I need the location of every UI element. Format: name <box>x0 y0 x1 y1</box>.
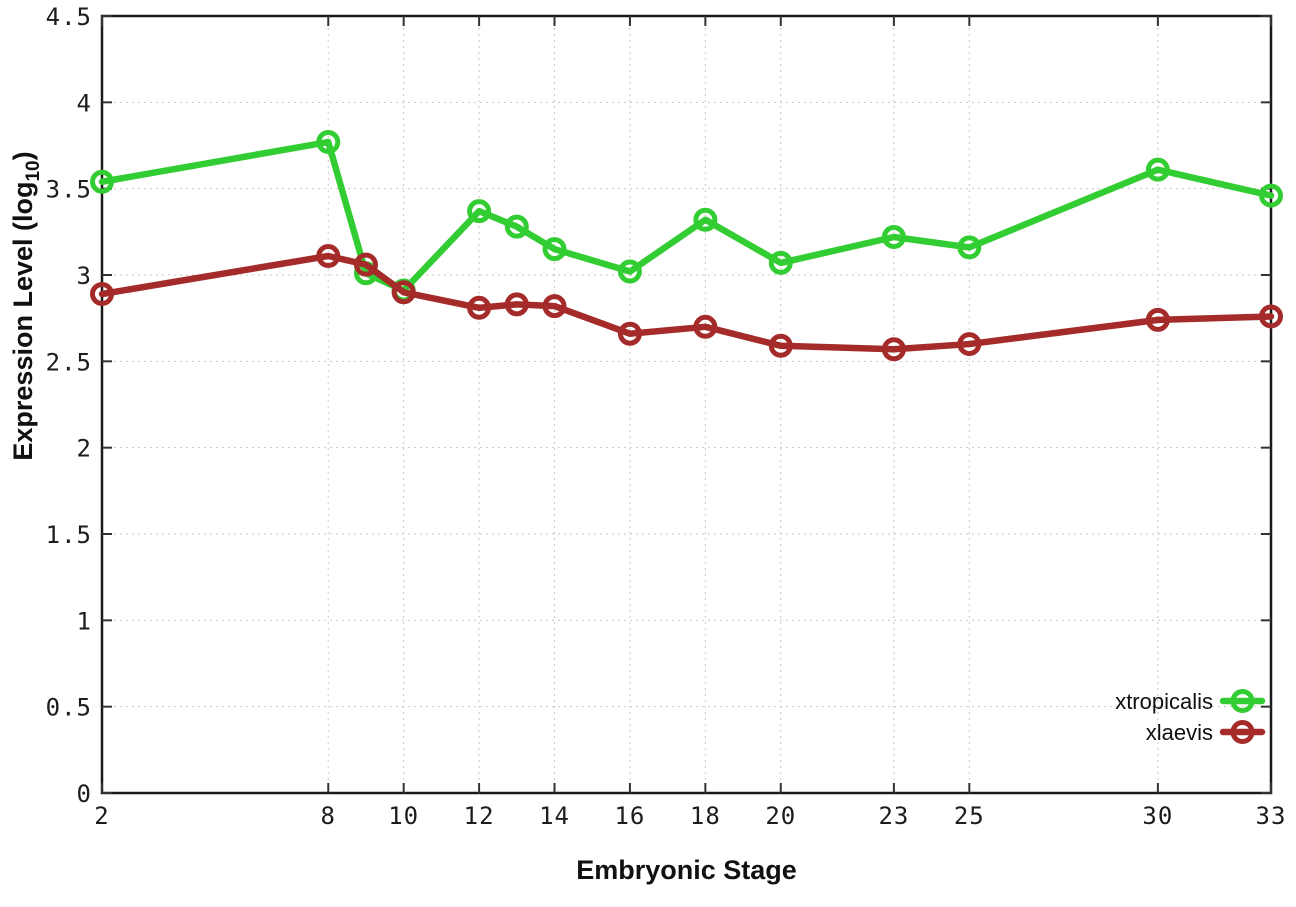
x-tick-label: 8 <box>321 802 336 830</box>
data-point-xlaevis <box>693 314 718 339</box>
data-point-xlaevis <box>617 321 642 346</box>
data-point-xtropicalis <box>881 225 906 250</box>
data-point-xtropicalis <box>1145 157 1170 182</box>
tick-marks <box>101 15 1272 794</box>
data-point-xtropicalis <box>693 207 718 232</box>
x-tick-label: 23 <box>878 802 909 830</box>
legend-entry-xtropicalis: xtropicalis <box>1115 689 1266 714</box>
legend-label: xtropicalis <box>1115 689 1213 714</box>
y-tick-label: 0 <box>77 780 92 808</box>
x-tick-label: 16 <box>614 802 645 830</box>
y-tick-label: 1 <box>77 607 92 635</box>
series-line-xtropicalis <box>98 138 1275 294</box>
x-tick-label: 25 <box>954 802 985 830</box>
data-point-xtropicalis <box>617 259 642 284</box>
data-point-xtropicalis <box>467 199 492 224</box>
data-point-xtropicalis <box>542 237 567 262</box>
y-tick-label: 2.5 <box>46 348 92 376</box>
x-tick-label: 10 <box>388 802 419 830</box>
y-tick-label: 3 <box>77 262 92 290</box>
data-point-xtropicalis <box>90 169 114 194</box>
data-point-xlaevis <box>768 333 793 358</box>
x-tick-label: 18 <box>690 802 721 830</box>
data-point-xtropicalis <box>957 235 982 260</box>
data-point-xlaevis <box>1259 304 1283 329</box>
legend: xtropicalis xlaevis <box>1115 689 1266 745</box>
data-point-xlaevis <box>881 337 906 362</box>
y-tick-label: 3.5 <box>46 176 92 204</box>
data-point-xtropicalis <box>504 214 529 239</box>
tick-labels: 2 8 10 12 14 16 18 20 23 25 30 33 0 0.5 1 1.5 2 2.5 3 3.5 4 4… <box>46 3 1287 830</box>
data-point-xtropicalis <box>768 250 793 275</box>
x-tick-label: 33 <box>1256 802 1287 830</box>
data-point-xlaevis <box>467 295 492 320</box>
data-point-xlaevis <box>353 252 378 277</box>
x-tick-label: 2 <box>94 802 109 830</box>
plot-border <box>100 14 1273 795</box>
y-tick-label: 2 <box>77 435 92 463</box>
data-point-xtropicalis <box>316 130 341 155</box>
y-axis-title: Expression Level (log10) <box>8 151 44 460</box>
x-tick-label: 30 <box>1142 802 1173 830</box>
data-point-xlaevis <box>542 294 567 319</box>
x-axis-title: Embryonic Stage <box>576 855 797 885</box>
y-tick-label: 4.5 <box>46 3 92 31</box>
data-point-xlaevis <box>90 281 114 306</box>
legend-marker <box>1230 720 1255 744</box>
y-tick-label: 0.5 <box>46 694 92 722</box>
series-xtropicalis <box>90 130 1283 303</box>
x-tick-label: 12 <box>464 802 495 830</box>
series-xlaevis <box>90 244 1283 362</box>
data-point-xlaevis <box>1145 307 1170 332</box>
data-point-xlaevis <box>316 244 341 269</box>
legend-entry-xlaevis: xlaevis <box>1146 720 1266 745</box>
legend-marker <box>1230 689 1255 713</box>
legend-label: xlaevis <box>1146 720 1213 745</box>
x-tick-label: 14 <box>539 802 570 830</box>
data-point-xlaevis <box>504 292 529 317</box>
data-point-xlaevis <box>391 280 416 305</box>
x-tick-label: 20 <box>765 802 796 830</box>
y-tick-label: 4 <box>77 89 92 117</box>
data-point-xlaevis <box>957 332 982 357</box>
y-tick-label: 1.5 <box>46 521 92 549</box>
data-point-xtropicalis <box>1259 183 1283 208</box>
